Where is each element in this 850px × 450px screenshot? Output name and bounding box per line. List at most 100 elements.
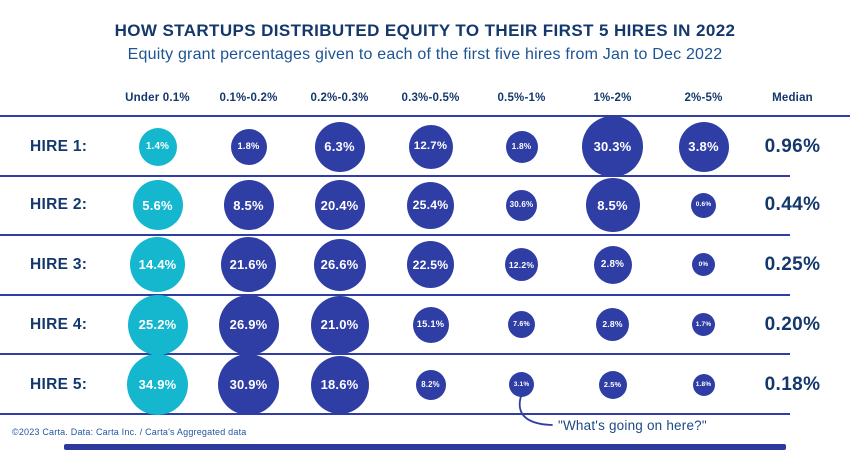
bubble-cell: 30.6% — [476, 189, 567, 221]
bubble-value: 20.4% — [320, 197, 359, 213]
bubble: 1.8% — [692, 373, 715, 396]
bubble: 26.9% — [218, 294, 279, 355]
bubble: 5.6% — [132, 180, 183, 231]
bubble-cell: 1.7% — [658, 313, 749, 337]
bubble-value: 34.9% — [138, 377, 177, 393]
bubble-cell: 12.7% — [385, 124, 476, 169]
bubble-value: 0% — [698, 260, 709, 268]
bubble-cell: 21.0% — [294, 295, 385, 354]
bubble-cell: 5.6% — [112, 180, 203, 231]
bubble-value: 8.5% — [597, 197, 628, 213]
bubble-value: 1.8% — [511, 141, 532, 152]
column-headers: Under 0.1% 0.1%-0.2% 0.2%-0.3% 0.3%-0.5% 0.5… — [0, 92, 850, 104]
bubble: 8.5% — [585, 178, 640, 233]
bubble: 30.6% — [506, 189, 537, 221]
bubble-value: 30.3% — [593, 139, 632, 154]
bubble: 0% — [692, 253, 715, 277]
bubble: 30.9% — [218, 354, 279, 416]
page-subtitle: Equity grant percentages given to each o… — [127, 46, 723, 63]
median-value: 0.44% — [764, 194, 821, 216]
table-row: HIRE 4: 25.2% 26.9% 21.0% 15.1% 7.6% 2.8% 1.7% 0… — [0, 293, 850, 355]
bubble-cell: 6.3% — [294, 121, 385, 172]
bubble-value: 30.6% — [509, 200, 534, 210]
bubble-cell: 18.6% — [294, 355, 385, 414]
bubble-value: 12.2% — [508, 259, 535, 270]
bubble-value: 12.7% — [413, 139, 448, 152]
column-header: 2%-5% — [684, 92, 723, 104]
bubble-value: 14.4% — [138, 257, 177, 273]
bubble-cell: 1.8% — [658, 373, 749, 396]
bubble-value: 2.8% — [602, 319, 623, 330]
table-row: HIRE 3: 14.4% 21.6% 26.6% 22.5% 12.2% 2.8% 0% 0.… — [0, 234, 850, 295]
bubble: 15.1% — [412, 306, 449, 343]
median-value: 0.96% — [764, 135, 821, 157]
row-label: HIRE 1: — [30, 137, 88, 155]
column-header: 0.5%-1% — [497, 92, 546, 104]
bubble-value: 1.8% — [237, 140, 260, 151]
bubble-cell: 2.8% — [567, 245, 658, 284]
bubble-cell: 0% — [658, 253, 749, 277]
bubble-value: 25.4% — [412, 198, 449, 213]
bubble-cell: 8.5% — [567, 178, 658, 233]
row-label: HIRE 5: — [30, 375, 88, 393]
bubble-cell: 3.8% — [658, 121, 749, 172]
bubble-cell: 26.9% — [203, 294, 294, 355]
header-spacer — [0, 92, 112, 104]
bubble-cell: 1.8% — [203, 128, 294, 165]
bubble: 20.4% — [314, 180, 365, 231]
bubble-cell: 30.3% — [567, 116, 658, 177]
bubble: 8.5% — [223, 180, 274, 231]
bubble: 3.8% — [678, 121, 729, 172]
bubble-value: 21.6% — [229, 257, 268, 273]
bubble-cell: 25.2% — [112, 294, 203, 355]
bubble-value: 18.6% — [320, 377, 359, 393]
median-column-header: Median — [772, 92, 813, 104]
page-title: HOW STARTUPS DISTRIBUTED EQUITY TO THEIR… — [114, 21, 736, 40]
bubble-cell: 2.8% — [567, 308, 658, 342]
bubble-cell: 14.4% — [112, 237, 203, 293]
bubble-value: 2.5% — [603, 380, 622, 390]
bubble-value: 8.5% — [233, 197, 264, 213]
bottom-accent-bar — [64, 444, 786, 450]
column-header: 0.3%-0.5% — [401, 92, 460, 104]
bubble-value: 6.3% — [324, 139, 355, 154]
row-label: HIRE 4: — [30, 315, 88, 333]
bubble: 2.8% — [596, 308, 629, 342]
bubble-cell: 1.8% — [476, 130, 567, 163]
bubble-value: 0.6% — [695, 201, 712, 209]
bubble: 18.6% — [310, 355, 369, 414]
bubble-value: 3.1% — [513, 380, 530, 388]
source-attribution: ©2023 Carta. Data: Carta Inc. / Carta's … — [12, 427, 247, 437]
bubble: 3.1% — [509, 372, 534, 398]
chart-rows: HIRE 1: 1.4% 1.8% 6.3% 12.7% 1.8% 30.3% 3.8% 0.9… — [0, 115, 850, 416]
bubble-cell: 2.5% — [567, 370, 658, 399]
bubble-cell: 34.9% — [112, 354, 203, 416]
bubble-cell: 7.6% — [476, 311, 567, 339]
bubble: 14.4% — [130, 237, 185, 293]
table-row: HIRE 2: 5.6% 8.5% 20.4% 25.4% 30.6% 8.5% 0.6% 0.… — [0, 174, 850, 236]
bubble-value: 5.6% — [142, 197, 173, 213]
bubble: 12.2% — [505, 248, 538, 282]
bubble: 30.3% — [582, 116, 643, 177]
table-row: HIRE 1: 1.4% 1.8% 6.3% 12.7% 1.8% 30.3% 3.8% 0.9… — [0, 115, 850, 177]
bubble: 26.6% — [313, 238, 366, 291]
bubble-cell: 1.4% — [112, 127, 203, 166]
bubble: 7.6% — [508, 311, 535, 339]
bubble-cell: 22.5% — [385, 241, 476, 289]
bubble: 8.2% — [415, 369, 446, 400]
bubble-value: 21.0% — [320, 317, 359, 333]
bubble: 25.4% — [407, 181, 454, 229]
bubble: 2.5% — [598, 370, 627, 399]
bubble-value: 1.4% — [145, 140, 170, 152]
bubble-cell: 21.6% — [203, 237, 294, 293]
bubble: 1.7% — [692, 313, 715, 337]
table-row: HIRE 5: 34.9% 30.9% 18.6% 8.2% 3.1% 2.5% 1.8% 0.… — [0, 353, 850, 416]
bubble-value: 26.9% — [229, 317, 268, 333]
bubble: 0.6% — [691, 192, 716, 218]
bubble-value: 26.6% — [320, 257, 359, 273]
column-header: 0.1%-0.2% — [219, 92, 278, 104]
bubble-value: 15.1% — [416, 319, 445, 330]
bubble-value: 3.8% — [688, 139, 719, 154]
column-header: 0.2%-0.3% — [310, 92, 369, 104]
bubble: 1.4% — [138, 127, 177, 166]
